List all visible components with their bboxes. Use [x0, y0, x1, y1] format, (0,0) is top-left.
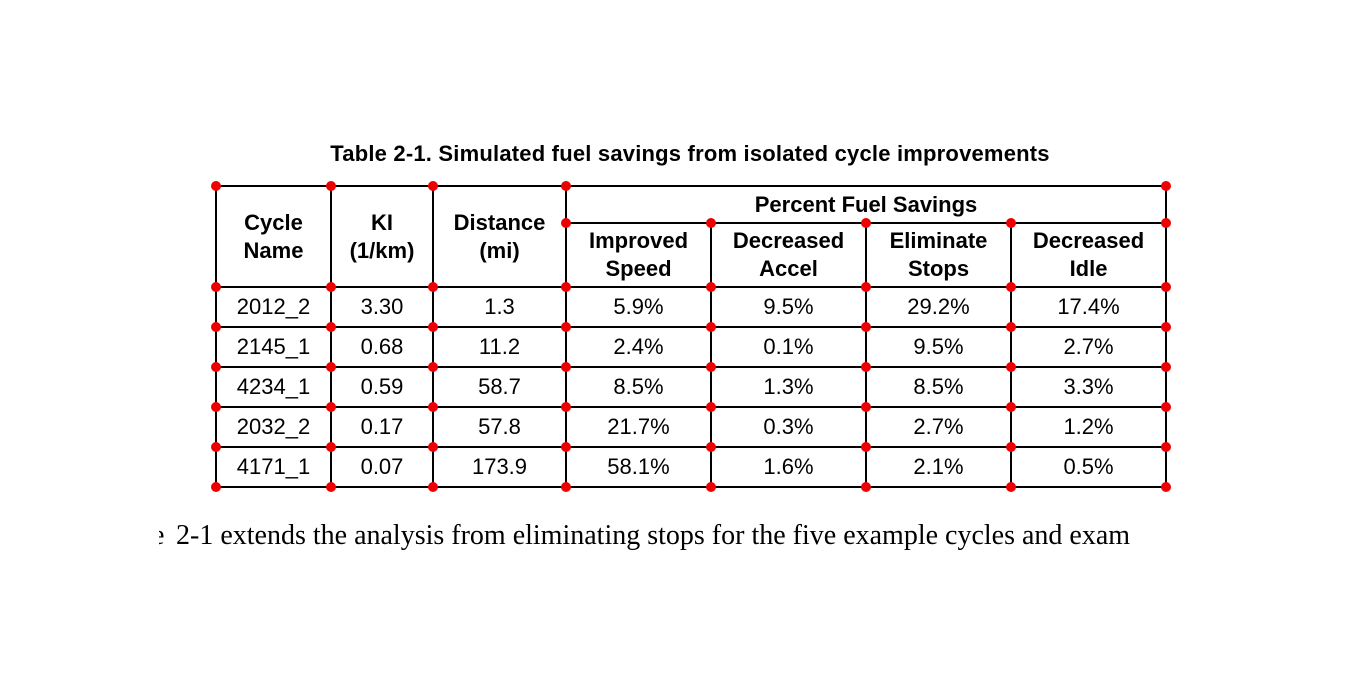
cell-ki: 3.30: [330, 286, 434, 328]
header-eliminate-stops: Eliminate Stops: [865, 222, 1012, 288]
cell-decreased-accel: 1.6%: [710, 446, 867, 488]
cell-distance: 58.7: [432, 366, 567, 408]
header-percent-fuel-savings: Percent Fuel Savings: [564, 185, 1168, 224]
cell-decreased-accel: 9.5%: [710, 286, 867, 328]
cell-eliminate-stops: 2.7%: [865, 406, 1012, 448]
cell-decreased-idle: 17.4%: [1009, 286, 1168, 328]
cell-cycle-name: 4171_1: [215, 446, 332, 488]
header-decreased-idle: Decreased Idle: [1009, 222, 1168, 288]
cell-improved-speed: 2.4%: [565, 326, 712, 368]
header-improved-speed: Improved Speed: [565, 222, 712, 288]
table-row: 2145_1 0.68 11.2 2.4% 0.1% 9.5% 2.7%: [215, 326, 1168, 368]
body-text: e 2-1 extends the analysis from eliminati…: [159, 517, 1131, 555]
cropped-glyph-char: e: [159, 517, 164, 555]
cell-ki: 0.07: [330, 446, 434, 488]
cell-decreased-idle: 3.3%: [1009, 366, 1168, 408]
table-row: 4234_1 0.59 58.7 8.5% 1.3% 8.5% 3.3%: [215, 366, 1168, 408]
cell-improved-speed: 58.1%: [565, 446, 712, 488]
body-sentence: 2-1 extends the analysis from eliminatin…: [176, 520, 1131, 551]
table-caption: Table 2-1. Simulated fuel savings from i…: [330, 141, 1050, 166]
cell-eliminate-stops: 9.5%: [865, 326, 1012, 368]
cell-eliminate-stops: 29.2%: [865, 286, 1012, 328]
header-row-sub: Improved Speed Decreased Accel Eliminate…: [216, 222, 1168, 288]
cell-distance: 11.2: [432, 326, 567, 368]
cropped-glyph: e: [159, 517, 169, 555]
cell-ki: 0.68: [330, 326, 434, 368]
header-row-top: Cycle Name KI (1/km) Distance (mi) Perce…: [215, 185, 1168, 288]
cell-eliminate-stops: 8.5%: [865, 366, 1012, 408]
table-row: 2032_2 0.17 57.8 21.7% 0.3% 2.7% 1.2%: [215, 406, 1168, 448]
cell-cycle-name: 2012_2: [215, 286, 332, 328]
cell-eliminate-stops: 2.1%: [865, 446, 1012, 488]
cell-decreased-idle: 1.2%: [1009, 406, 1168, 448]
cell-decreased-accel: 0.3%: [710, 406, 867, 448]
cell-improved-speed: 21.7%: [565, 406, 712, 448]
cell-decreased-idle: 2.7%: [1009, 326, 1168, 368]
header-cycle-name: Cycle Name: [215, 185, 332, 288]
header-ki: KI (1/km): [330, 185, 434, 288]
cell-decreased-idle: 0.5%: [1009, 446, 1168, 488]
header-decreased-accel: Decreased Accel: [710, 222, 867, 288]
cell-cycle-name: 2145_1: [215, 326, 332, 368]
cell-improved-speed: 5.9%: [565, 286, 712, 328]
table-row: 4171_1 0.07 173.9 58.1% 1.6% 2.1% 0.5%: [215, 446, 1168, 488]
cell-ki: 0.17: [330, 406, 434, 448]
cell-decreased-accel: 0.1%: [710, 326, 867, 368]
fuel-savings-table: Cycle Name KI (1/km) Distance (mi) Perce…: [215, 185, 1168, 488]
header-distance: Distance (mi): [432, 185, 567, 288]
table-container: Cycle Name KI (1/km) Distance (mi) Perce…: [211, 181, 1172, 492]
cell-ki: 0.59: [330, 366, 434, 408]
cell-distance: 173.9: [432, 446, 567, 488]
cell-distance: 57.8: [432, 406, 567, 448]
cell-improved-speed: 8.5%: [565, 366, 712, 408]
cell-distance: 1.3: [432, 286, 567, 328]
cell-cycle-name: 2032_2: [215, 406, 332, 448]
cell-decreased-accel: 1.3%: [710, 366, 867, 408]
table-row: 2012_2 3.30 1.3 5.9% 9.5% 29.2% 17.4%: [215, 286, 1168, 328]
cell-cycle-name: 4234_1: [215, 366, 332, 408]
